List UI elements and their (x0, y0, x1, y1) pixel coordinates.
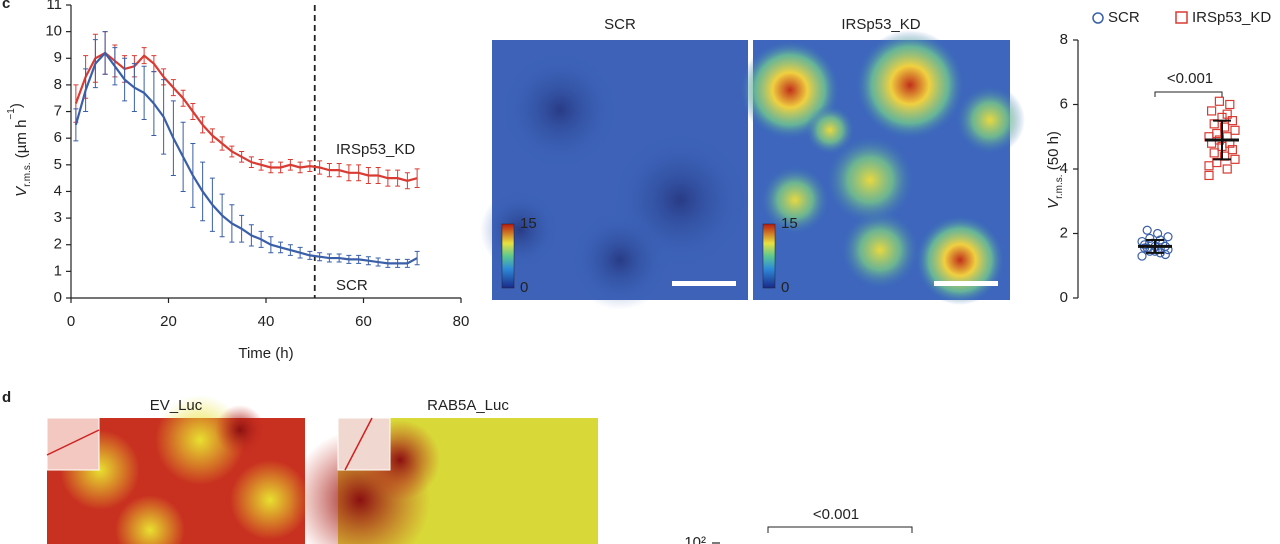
micrographs (46, 30, 1025, 544)
y-tick-label: 9 (54, 49, 62, 66)
image-title: IRSp53_KD (841, 16, 920, 33)
data-point (1212, 128, 1222, 139)
y-tick-label: 8 (54, 76, 62, 93)
label-part: V (1045, 197, 1062, 209)
significance-bracket (767, 526, 913, 533)
y-tick-label: 10² (684, 534, 706, 544)
y-tick-label: 6 (1060, 95, 1068, 112)
data-point (1230, 125, 1240, 135)
panel-label: c (2, 0, 10, 12)
label-part: (µm h (13, 120, 30, 163)
data-point (1152, 228, 1163, 239)
y-tick-label: 7 (54, 103, 62, 120)
panel-label: d (2, 389, 11, 406)
data-point (1137, 251, 1147, 261)
label-part: −1 (6, 108, 17, 120)
significance-bracket (1154, 91, 1223, 97)
data-point (1209, 148, 1219, 158)
data-point (1163, 232, 1173, 242)
label-part: V (13, 185, 30, 197)
axis-label: Vr.m.s. (µm h−1) (6, 103, 33, 197)
data-point (1230, 154, 1240, 164)
y-tick-label: 1 (54, 262, 62, 279)
y-tick-label: 0 (1060, 289, 1068, 306)
y-tick-label: 6 (54, 129, 62, 146)
data-point (1222, 109, 1232, 119)
y-tick-label: 4 (54, 182, 62, 199)
series-line (74, 51, 418, 265)
data-point (1160, 249, 1171, 260)
legend-marker (1092, 12, 1104, 24)
image-title: RAB5A_Luc (427, 397, 509, 414)
x-tick-label: 0 (67, 313, 75, 330)
significance-label: <0.001 (813, 506, 859, 523)
label-part: r.m.s. (1054, 174, 1065, 198)
y-tick-label: 10 (45, 23, 62, 40)
colorbar-tick: 0 (520, 279, 528, 296)
x-axis-label: Time (h) (238, 345, 293, 362)
y-tick-label: 8 (1060, 31, 1068, 48)
x-tick-label: 60 (355, 313, 372, 330)
colorbar-tick: 15 (520, 215, 537, 232)
axis-label: Vr.m.s. (50 h) (1045, 131, 1065, 209)
data-point (1204, 170, 1214, 181)
x-tick-label: 40 (258, 313, 275, 330)
image-title: EV_Luc (150, 397, 203, 414)
significance-label: <0.001 (855, 541, 901, 544)
data-point (1206, 106, 1217, 116)
y-tick-label: 2 (1060, 224, 1068, 241)
label-part: ) (8, 103, 25, 108)
legend-label: IRSp53_KD (1192, 9, 1271, 26)
y-tick-label: 5 (54, 156, 62, 173)
series-line (74, 51, 418, 182)
series-label: SCR (336, 277, 368, 294)
label-part: r.m.s. (22, 162, 33, 186)
y-tick-label: 2 (54, 236, 62, 253)
significance-label: <0.001 (1167, 70, 1213, 87)
series-label: IRSp53_KD (336, 141, 415, 158)
image-title: SCR (604, 16, 636, 33)
significance-label: <0.001 (927, 541, 973, 544)
y-tick-label: 11 (46, 0, 62, 13)
data-point (1204, 161, 1214, 171)
sd-bar (1146, 238, 1164, 254)
data-point (1145, 233, 1155, 243)
data-point (1222, 164, 1232, 174)
colorbar-tick: 15 (781, 215, 798, 232)
legend-marker (1175, 11, 1188, 24)
data-point (1227, 145, 1238, 155)
data-point (1142, 225, 1152, 235)
data-point (1139, 243, 1150, 253)
y-tick-label: 4 (1060, 160, 1068, 177)
data-point (1219, 122, 1230, 132)
x-tick-label: 20 (160, 313, 177, 330)
x-tick-label: 80 (453, 313, 470, 330)
legend-label: SCR (1108, 9, 1140, 26)
data-point (1214, 96, 1225, 106)
y-tick-label: 0 (54, 289, 62, 306)
data-point (1225, 99, 1235, 110)
label-part: (50 h) (1045, 131, 1062, 174)
y-tick-label: 3 (54, 209, 62, 226)
sd-bar (1213, 119, 1231, 161)
colorbar-tick: 0 (781, 279, 789, 296)
